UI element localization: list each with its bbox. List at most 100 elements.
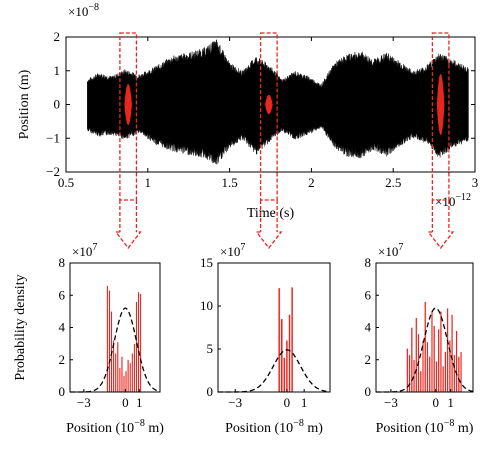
signal-band xyxy=(87,39,469,165)
histogram-bar xyxy=(135,301,138,393)
y-multiplier: ×10−8 xyxy=(68,2,99,19)
y-tick-label: 0 xyxy=(365,384,372,399)
histogram-bar xyxy=(116,341,119,393)
x-multiplier-exp: −12 xyxy=(455,192,471,203)
x-tick-label: −3 xyxy=(384,395,398,410)
x-tick-label: 1 xyxy=(145,175,152,190)
histogram-bar xyxy=(460,351,463,393)
histogram-bar xyxy=(288,314,291,393)
x-tick-label: 1 xyxy=(447,395,454,410)
highlight-window-3 xyxy=(436,73,445,136)
histogram-bar xyxy=(127,359,130,393)
x-axis-label-text: Position (10 xyxy=(225,421,293,436)
x-axis-label-text: Position (10 xyxy=(376,421,444,436)
x-axis-label-text: Position (10 xyxy=(66,421,134,436)
zoom-arrow-2 xyxy=(255,231,283,250)
histogram-bar xyxy=(430,311,433,393)
x-tick-label: 0 xyxy=(284,395,291,410)
zoom-box-1 xyxy=(119,32,138,201)
x-tick-label: −3 xyxy=(77,395,91,410)
histogram-bar xyxy=(123,375,125,393)
x-axis-label: Position (10−8 m) xyxy=(66,418,164,436)
histogram-bar xyxy=(290,286,294,393)
histogram-bar xyxy=(419,370,422,393)
y-multiplier: ×107 xyxy=(72,242,97,259)
highlight-window-1 xyxy=(124,83,132,126)
y-tick-label: 0 xyxy=(59,384,66,399)
x-tick-label: 0 xyxy=(122,395,129,410)
histogram-bar xyxy=(444,351,447,393)
histogram-bar xyxy=(106,285,109,393)
y-multiplier-base: ×10 xyxy=(68,4,88,19)
histogram-bar xyxy=(114,353,117,393)
x-tick-label: 0.5 xyxy=(58,175,74,190)
y-tick-label: 15 xyxy=(200,255,213,270)
x-tick-label: 1 xyxy=(301,395,308,410)
y-tick-label: 4 xyxy=(59,320,66,335)
histogram-bar xyxy=(424,301,427,393)
zoom-box-3 xyxy=(431,32,450,201)
y-tick-label: 6 xyxy=(59,287,66,302)
histogram-bar xyxy=(278,287,281,393)
x-axis-label-exp: −8 xyxy=(134,418,145,429)
histogram-bar xyxy=(446,307,449,393)
y-tick-label: 2 xyxy=(365,352,372,367)
y-tick-label: 0 xyxy=(207,384,214,399)
y-tick-label: 0 xyxy=(54,97,61,112)
histogram-bar xyxy=(413,359,416,393)
y-tick-label: 1 xyxy=(54,63,61,78)
x-axis-label-unit: m) xyxy=(454,421,473,436)
plot-area xyxy=(218,263,330,392)
x-tick-label: 2.5 xyxy=(385,175,401,190)
x-tick-label: 3 xyxy=(472,175,479,190)
x-axis-label-exp: −8 xyxy=(293,418,304,429)
histogram-bar xyxy=(137,291,140,393)
x-multiplier: ×10−12 xyxy=(435,192,471,209)
x-axis-label: Position (10−8 m) xyxy=(225,418,323,436)
y-multiplier-exp: −8 xyxy=(88,2,99,13)
x-axis-label: Position (10−8 m) xyxy=(376,418,474,436)
y-tick-label: −1 xyxy=(46,130,60,145)
y-multiplier-base: ×10 xyxy=(220,244,240,259)
y-axis-label: Probability density xyxy=(13,274,28,380)
histogram-bar xyxy=(437,328,440,393)
y-tick-label: 2 xyxy=(54,29,61,44)
x-tick-label: −3 xyxy=(228,395,242,410)
zoom-box-2 xyxy=(259,32,278,201)
x-multiplier-base: ×10 xyxy=(435,194,455,209)
histogram-bar xyxy=(129,362,132,393)
histogram-bar xyxy=(415,317,418,393)
y-multiplier-exp: 7 xyxy=(398,242,403,253)
y-tick-label: 10 xyxy=(200,298,213,313)
histogram-bar xyxy=(426,341,429,393)
y-multiplier-base: ×10 xyxy=(72,244,92,259)
histogram-bar xyxy=(457,356,460,393)
y-tick-label: 4 xyxy=(365,320,372,335)
highlight-window-2 xyxy=(265,94,273,115)
zoom-connectors xyxy=(114,32,455,250)
histogram-bar xyxy=(139,293,142,393)
histogram-bar xyxy=(433,325,436,393)
zoom-arrow-3 xyxy=(427,231,455,250)
y-axis-label: Position (m) xyxy=(17,69,32,139)
histogram-bar xyxy=(410,327,413,393)
x-tick-label: 0 xyxy=(432,395,439,410)
x-tick-label: 1.5 xyxy=(221,175,237,190)
histogram-bar xyxy=(428,356,431,393)
histogram-bar xyxy=(283,357,286,393)
y-tick-label: 2 xyxy=(59,352,66,367)
y-tick-label: 8 xyxy=(59,255,66,270)
y-multiplier-exp: 7 xyxy=(240,242,245,253)
histogram-bar xyxy=(453,354,456,393)
histogram-bar xyxy=(455,330,458,393)
y-tick-label: 5 xyxy=(207,341,214,356)
zoom-arrow-1 xyxy=(114,231,142,250)
y-multiplier: ×107 xyxy=(378,242,403,259)
y-multiplier: ×107 xyxy=(220,242,245,259)
x-axis-label-unit: m) xyxy=(304,421,323,436)
histogram-bar xyxy=(408,354,411,393)
